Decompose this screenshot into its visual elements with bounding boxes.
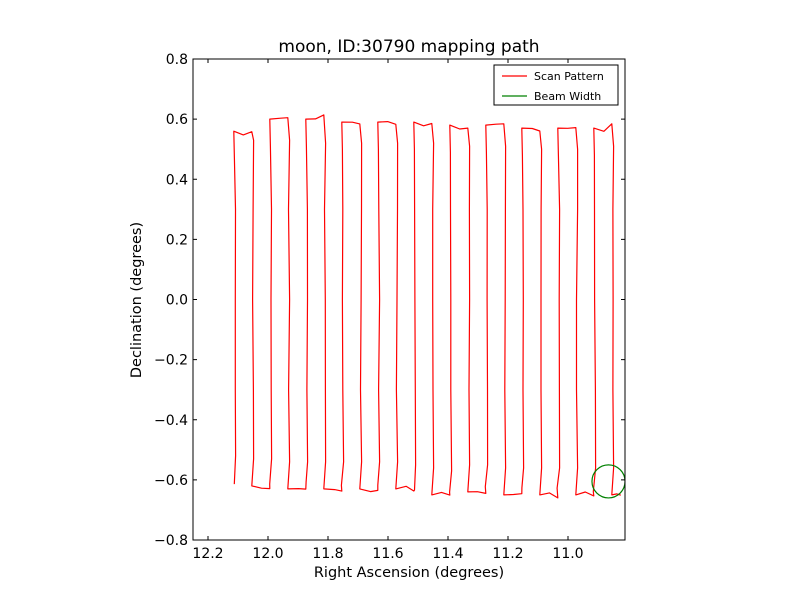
y-tick-label: 0.0 bbox=[166, 293, 188, 309]
y-axis-label: Declination (degrees) bbox=[129, 222, 145, 378]
x-tick-label: 11.2 bbox=[492, 546, 523, 562]
chart-title: moon, ID:30790 mapping path bbox=[278, 37, 539, 57]
x-axis-ticks: 12.2 12.0 11.8 11.6 11.4 11.2 11.0 bbox=[192, 59, 584, 562]
scan-pattern-line bbox=[233, 114, 621, 499]
y-tick-label: −0.8 bbox=[154, 533, 188, 549]
y-tick-label: −0.2 bbox=[154, 353, 188, 369]
plot-area bbox=[233, 114, 625, 499]
x-axis-label: Right Ascension (degrees) bbox=[314, 565, 504, 581]
y-tick-label: 0.6 bbox=[166, 112, 188, 128]
legend-box bbox=[493, 64, 619, 106]
x-tick-label: 11.0 bbox=[552, 546, 583, 562]
x-tick-label: 12.0 bbox=[252, 546, 283, 562]
legend-label-beam-width: Beam Width bbox=[534, 90, 601, 103]
y-tick-label: −0.6 bbox=[154, 473, 188, 489]
legend-label-scan-pattern: Scan Pattern bbox=[534, 70, 604, 83]
y-tick-label: 0.4 bbox=[166, 172, 188, 188]
x-tick-label: 11.8 bbox=[312, 546, 343, 562]
y-tick-label: 0.2 bbox=[166, 232, 188, 248]
y-axis-ticks: 0.8 0.6 0.4 0.2 0.0 −0.2 −0.4 −0.6 −0.8 bbox=[154, 52, 625, 549]
y-tick-label: −0.4 bbox=[154, 413, 188, 429]
x-tick-label: 11.6 bbox=[372, 546, 403, 562]
beam-width-circle bbox=[591, 464, 625, 499]
legend: Scan Pattern Beam Width bbox=[493, 64, 619, 106]
y-tick-label: 0.8 bbox=[166, 52, 188, 68]
x-tick-label: 12.2 bbox=[192, 546, 223, 562]
x-tick-label: 11.4 bbox=[432, 546, 463, 562]
